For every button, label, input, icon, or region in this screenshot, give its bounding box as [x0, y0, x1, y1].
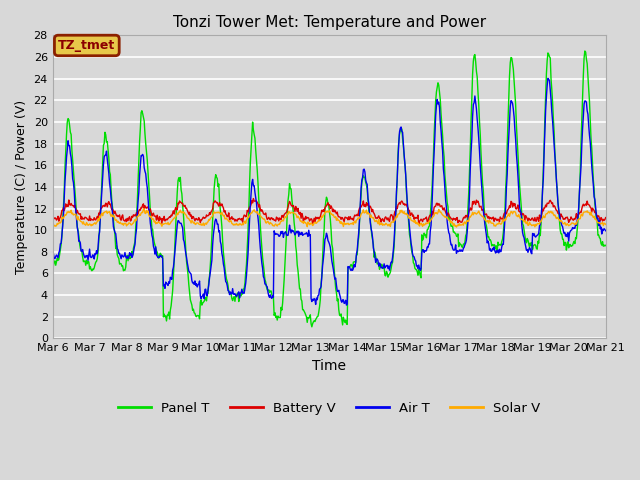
Panel T — [172, 223, 180, 228]
Battery V — [201, 215, 209, 221]
Battery V — [602, 215, 609, 220]
Title: Tonzi Tower Met: Temperature and Power: Tonzi Tower Met: Temperature and Power — [173, 15, 486, 30]
Air T — [49, 255, 56, 261]
Line: Solar V: Solar V — [52, 209, 605, 227]
Air T — [397, 124, 405, 130]
Solar V — [59, 216, 67, 221]
Solar V — [452, 224, 460, 230]
Solar V — [49, 221, 56, 227]
Panel T — [59, 221, 67, 227]
Text: TZ_tmet: TZ_tmet — [58, 39, 115, 52]
Panel T — [581, 48, 589, 54]
Air T — [172, 240, 180, 245]
Panel T — [602, 242, 609, 248]
Y-axis label: Temperature (C) / Power (V): Temperature (C) / Power (V) — [15, 100, 28, 274]
Solar V — [602, 222, 609, 228]
Solar V — [413, 221, 421, 227]
Line: Battery V: Battery V — [52, 199, 605, 224]
Battery V — [49, 217, 56, 223]
Air T — [342, 302, 350, 308]
Air T — [544, 75, 552, 81]
Panel T — [397, 126, 405, 132]
Battery V — [397, 199, 405, 204]
Battery V — [413, 216, 421, 221]
Solar V — [397, 209, 405, 215]
Legend: Panel T, Battery V, Air T, Solar V: Panel T, Battery V, Air T, Solar V — [113, 396, 546, 420]
Panel T — [49, 265, 56, 271]
Air T — [201, 287, 209, 292]
Line: Panel T: Panel T — [52, 51, 605, 327]
Battery V — [250, 196, 257, 202]
Battery V — [116, 212, 124, 218]
Panel T — [201, 296, 209, 302]
Air T — [413, 263, 421, 268]
X-axis label: Time: Time — [312, 359, 346, 373]
Battery V — [415, 221, 422, 227]
Solar V — [173, 213, 180, 219]
Solar V — [140, 206, 147, 212]
Battery V — [172, 204, 180, 210]
Panel T — [116, 261, 124, 267]
Air T — [116, 251, 124, 256]
Battery V — [59, 207, 67, 213]
Air T — [59, 223, 67, 229]
Solar V — [202, 220, 209, 226]
Panel T — [308, 324, 316, 330]
Solar V — [116, 220, 124, 226]
Panel T — [413, 269, 421, 275]
Line: Air T: Air T — [52, 78, 605, 305]
Air T — [602, 228, 609, 234]
